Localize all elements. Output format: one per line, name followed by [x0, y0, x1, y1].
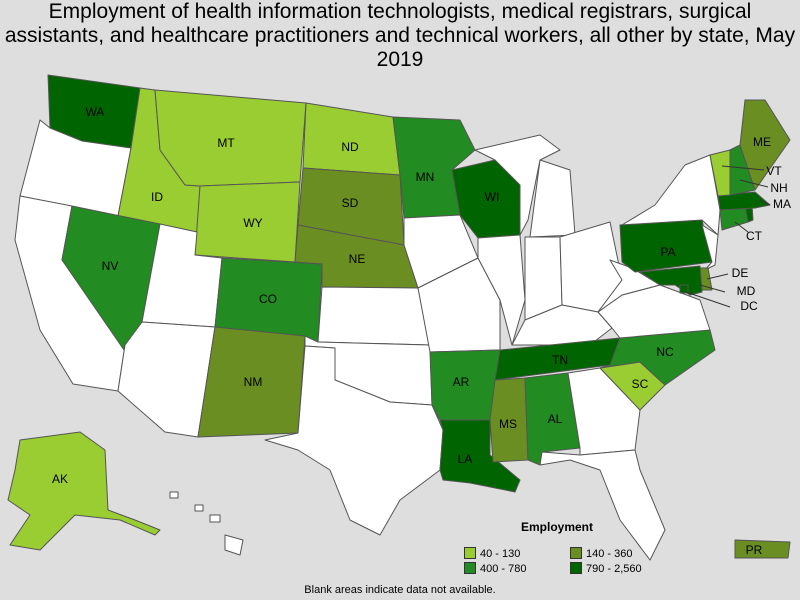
legend-title: Employment: [521, 520, 594, 534]
label-id: ID: [151, 190, 163, 204]
label-tn: TN: [552, 353, 568, 367]
callout-md: [699, 284, 726, 293]
callout-ma: [759, 199, 771, 206]
legend-item-range-2: 140 - 360: [570, 547, 632, 561]
label-md: MD: [737, 284, 756, 298]
label-me: ME: [753, 135, 771, 149]
state-la[interactable]: [439, 419, 521, 493]
label-pr: PR: [746, 543, 763, 557]
state-ks[interactable]: [317, 286, 431, 346]
callout-dc: [685, 291, 731, 308]
legend-item-range-4: 790 - 2,560: [570, 562, 642, 576]
state-hi[interactable]: [169, 491, 244, 556]
label-ar: AR: [453, 375, 470, 389]
state-mo[interactable]: [417, 257, 501, 353]
label-de: DE: [732, 266, 749, 280]
label-vt: VT: [766, 164, 782, 178]
legend-swatch-3: [464, 562, 476, 574]
label-ma: MA: [773, 197, 791, 211]
footnote: Blank areas indicate data not available.: [304, 584, 496, 596]
label-ms: MS: [499, 417, 517, 431]
state-ms[interactable]: [489, 377, 529, 463]
label-la: LA: [458, 452, 473, 466]
label-mn: MN: [416, 170, 435, 184]
state-nj[interactable]: [701, 224, 719, 271]
label-al: AL: [548, 412, 563, 426]
label-ne: NE: [349, 252, 366, 266]
legend-item-range-3: 400 - 780: [464, 562, 526, 576]
state-tx[interactable]: [264, 345, 444, 536]
label-nv: NV: [102, 259, 119, 273]
label-nc: NC: [656, 345, 674, 359]
label-pa: PA: [660, 245, 675, 259]
callout-vt: [721, 165, 765, 171]
label-ct: CT: [746, 229, 763, 243]
legend-item-range-1: 40 - 130: [464, 547, 520, 561]
state-nd[interactable]: [302, 102, 401, 176]
map-title: Employment of health information technol…: [4, 0, 796, 71]
callout-nh: [739, 179, 769, 188]
state-ak[interactable]: [7, 431, 161, 551]
callout-de: [706, 273, 729, 280]
label-wy: WY: [243, 216, 262, 230]
state-me[interactable]: [739, 99, 791, 191]
state-ma[interactable]: [717, 191, 771, 211]
label-sd: SD: [342, 196, 359, 210]
label-dc: DC: [740, 299, 758, 313]
legend-swatch-4: [570, 562, 582, 574]
legend-label-1: 40 - 130: [480, 548, 521, 560]
label-nm: NM: [244, 375, 263, 389]
label-co: CO: [259, 292, 277, 306]
state-pr[interactable]: [734, 539, 791, 559]
label-sc: SC: [632, 377, 649, 391]
label-nd: ND: [341, 140, 359, 154]
state-fl[interactable]: [539, 449, 666, 561]
label-nh: NH: [770, 181, 787, 195]
legend-swatch-2: [570, 547, 582, 559]
legend-label-3: 400 - 780: [480, 563, 527, 575]
legend-label-2: 140 - 360: [586, 548, 633, 560]
label-mt: MT: [217, 136, 235, 150]
label-wa: WA: [86, 105, 105, 119]
legend-label-4: 790 - 2,560: [586, 563, 642, 575]
label-ak: AK: [52, 472, 68, 486]
callout-ct: [734, 221, 749, 233]
legend-swatch-1: [464, 547, 476, 559]
label-wi: WI: [485, 190, 500, 204]
